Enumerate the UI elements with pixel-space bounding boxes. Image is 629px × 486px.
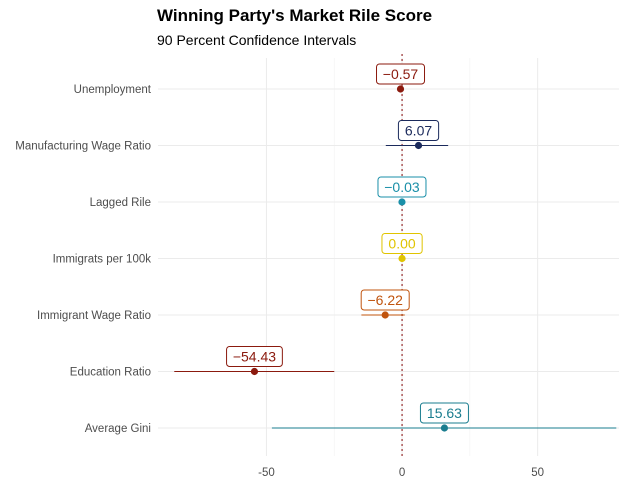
y-axis-label: Education Ratio xyxy=(70,367,151,379)
point-estimate xyxy=(398,254,406,263)
y-axis-label: Average Gini xyxy=(85,423,151,435)
value-label-box xyxy=(376,63,426,85)
point-estimate xyxy=(440,424,449,432)
value-label: 15.63 xyxy=(427,405,462,421)
value-label: 0.00 xyxy=(388,236,415,252)
point-estimate xyxy=(414,141,423,150)
value-label-box xyxy=(419,402,469,424)
point-estimate xyxy=(396,85,405,93)
point-estimate xyxy=(250,367,259,376)
y-axis-label: Lagged Rile xyxy=(90,197,151,209)
value-label-box xyxy=(360,289,410,311)
x-tick-label: 0 xyxy=(399,467,405,479)
value-label-box xyxy=(381,233,423,254)
chart-subtitle: 90 Percent Confidence Intervals xyxy=(157,32,357,48)
value-label: −6.22 xyxy=(367,292,403,308)
value-label-box xyxy=(377,176,427,198)
y-axis-label: Unemployment xyxy=(74,84,152,96)
y-axis-label: Immigrats per 100k xyxy=(53,254,152,266)
value-label: −0.03 xyxy=(384,179,420,195)
y-axis-label: Manufacturing Wage Ratio xyxy=(15,141,151,153)
value-label: −54.43 xyxy=(233,349,276,365)
value-label: −0.57 xyxy=(383,66,419,82)
value-label-box xyxy=(226,346,283,367)
x-tick-label: 50 xyxy=(531,467,544,479)
chart-title: Winning Party's Market Rile Score xyxy=(157,6,433,25)
point-estimate xyxy=(398,198,406,206)
point-estimate xyxy=(381,311,389,319)
value-label-box xyxy=(397,120,440,141)
y-axis-label: Immigrant Wage Ratio xyxy=(37,310,151,322)
value-label: 6.07 xyxy=(405,123,432,139)
x-tick-label: -50 xyxy=(258,467,275,479)
